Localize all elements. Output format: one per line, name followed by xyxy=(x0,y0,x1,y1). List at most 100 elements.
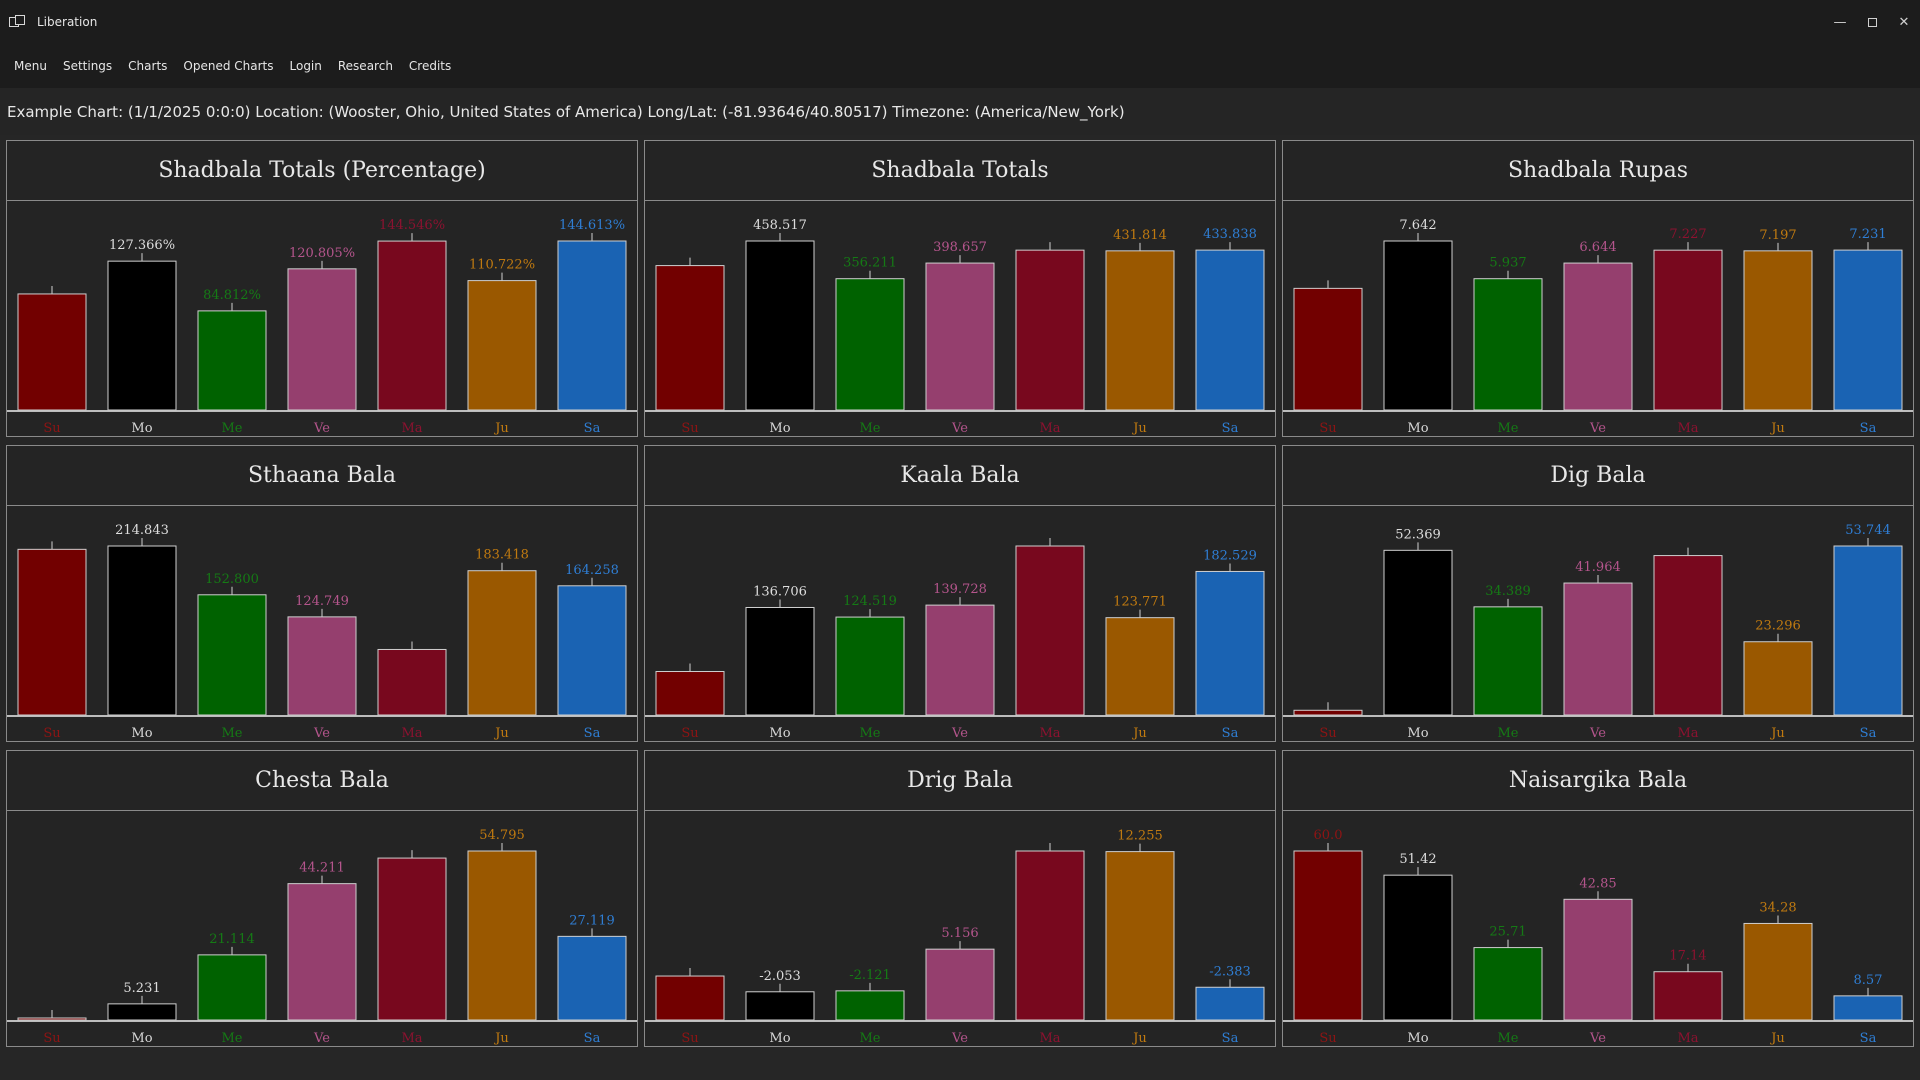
category-label-sa: Sa xyxy=(1860,726,1877,741)
baseline xyxy=(1283,410,1913,412)
bar-ma xyxy=(1015,850,1085,1021)
category-label-ve: Ve xyxy=(313,421,330,436)
data-label: 27.119 xyxy=(569,913,615,928)
data-label: 124.749 xyxy=(295,594,349,609)
data-label: 8.57 xyxy=(1854,973,1883,988)
category-label-sa: Sa xyxy=(1222,421,1239,436)
bar-ve xyxy=(1563,262,1633,411)
data-label: 52.369 xyxy=(1395,527,1441,542)
data-label: 6.644 xyxy=(1579,240,1616,255)
chart-panel-shadbala-totals: Shadbala Totals Su 458.517 Mo 356.211 Me 398.6… xyxy=(644,140,1276,437)
close-button[interactable]: ✕ xyxy=(1888,0,1920,44)
chart-title: Chesta Bala xyxy=(7,751,637,811)
bar-ma xyxy=(1653,249,1723,411)
bar-mo xyxy=(745,991,815,1021)
data-label: 84.812% xyxy=(203,288,261,303)
bar-mo xyxy=(745,606,815,716)
bar-ve xyxy=(1563,898,1633,1021)
category-label-me: Me xyxy=(221,726,242,741)
category-label-sa: Sa xyxy=(1860,1031,1877,1046)
chart-panel-sthaana-bala: Sthaana Bala Su 214.843 Mo 152.800 Me 124.749 V… xyxy=(6,445,638,742)
category-label-me: Me xyxy=(1497,1031,1518,1046)
bar-ma xyxy=(377,648,447,716)
category-label-ve: Ve xyxy=(313,1031,330,1046)
category-label-me: Me xyxy=(221,1031,242,1046)
data-label: 7.642 xyxy=(1399,218,1436,233)
baseline xyxy=(1283,715,1913,717)
bar-ve xyxy=(287,268,357,411)
category-label-su: Su xyxy=(43,1031,60,1046)
bar-ju xyxy=(467,280,537,411)
bar-me xyxy=(835,278,905,411)
data-label: 356.211 xyxy=(843,256,897,271)
category-label-ju: Ju xyxy=(1131,1031,1147,1046)
bar-su xyxy=(655,975,725,1021)
chart-title: Dig Bala xyxy=(1283,446,1913,506)
bar-ju xyxy=(467,850,537,1021)
category-label-su: Su xyxy=(1319,1031,1336,1046)
bar-chart: 60.0 Su 51.42 Mo 25.71 Me 42.85 Ve 17.14 Ma 34.28 J… xyxy=(1283,828,1913,1046)
chart-title: Drig Bala xyxy=(645,751,1275,811)
minimize-button[interactable]: — xyxy=(1824,0,1856,44)
category-label-mo: Mo xyxy=(1407,421,1428,436)
chart-title: Sthaana Bala xyxy=(7,446,637,506)
category-label-sa: Sa xyxy=(1860,421,1877,436)
data-label: -2.053 xyxy=(759,969,801,984)
category-label-mo: Mo xyxy=(1407,1031,1428,1046)
category-label-me: Me xyxy=(859,421,880,436)
category-label-ma: Ma xyxy=(1039,1031,1060,1046)
category-label-ju: Ju xyxy=(1769,1031,1785,1046)
category-label-mo: Mo xyxy=(131,1031,152,1046)
baseline xyxy=(645,410,1275,412)
menu-bar: Menu Settings Charts Opened Charts Login… xyxy=(0,44,1920,88)
bar-mo xyxy=(107,260,177,411)
baseline xyxy=(7,410,637,412)
data-label: 21.114 xyxy=(209,932,255,947)
bar-ve xyxy=(287,883,357,1021)
menu-item-menu[interactable]: Menu xyxy=(14,59,47,73)
data-label: 123.771 xyxy=(1113,595,1167,610)
bar-mo xyxy=(1383,240,1453,411)
category-label-su: Su xyxy=(43,726,60,741)
bar-su xyxy=(17,293,87,411)
category-label-ju: Ju xyxy=(1131,421,1147,436)
menu-item-settings[interactable]: Settings xyxy=(62,59,113,73)
bar-chart: Su 214.843 Mo 152.800 Me 124.749 Ve Ma 183.418 Ju… xyxy=(7,523,637,741)
menu-item-research[interactable]: Research xyxy=(337,59,393,73)
baseline xyxy=(645,1020,1275,1022)
data-label: 398.657 xyxy=(933,240,987,255)
category-label-ju: Ju xyxy=(493,726,509,741)
category-label-ve: Ve xyxy=(1589,726,1606,741)
category-label-ju: Ju xyxy=(1769,726,1785,741)
data-label: 7.197 xyxy=(1759,228,1796,243)
bar-chart: Su 458.517 Mo 356.211 Me 398.657 Ve Ma 431.814 Ju… xyxy=(645,218,1275,436)
category-label-me: Me xyxy=(1497,421,1518,436)
category-label-mo: Mo xyxy=(131,421,152,436)
data-label: 25.71 xyxy=(1489,925,1526,940)
menu-item-login[interactable]: Login xyxy=(289,59,322,73)
category-label-ve: Ve xyxy=(951,1031,968,1046)
bar-ve xyxy=(925,262,995,411)
menu-item-charts[interactable]: Charts xyxy=(128,59,168,73)
bar-mo xyxy=(745,240,815,411)
baseline xyxy=(7,715,637,717)
category-label-ve: Ve xyxy=(1589,1031,1606,1046)
data-label: 164.258 xyxy=(565,563,619,578)
data-label: 144.546% xyxy=(379,218,445,233)
maximize-button[interactable] xyxy=(1856,0,1888,44)
window-title: Liberation xyxy=(37,15,98,29)
data-label: 458.517 xyxy=(753,218,807,233)
title-bar: Liberation — ✕ xyxy=(0,0,1920,44)
menu-item-credits[interactable]: Credits xyxy=(408,59,452,73)
data-label: 42.85 xyxy=(1579,876,1616,891)
bar-sa xyxy=(1833,545,1903,716)
category-label-ve: Ve xyxy=(951,421,968,436)
category-label-ma: Ma xyxy=(1677,421,1698,436)
data-label: -2.383 xyxy=(1209,964,1251,979)
bar-su xyxy=(17,548,87,716)
data-label: 7.227 xyxy=(1669,227,1706,242)
category-label-ju: Ju xyxy=(493,421,509,436)
bar-me xyxy=(835,990,905,1021)
menu-item-opened-charts[interactable]: Opened Charts xyxy=(183,59,274,73)
bar-ve xyxy=(1563,582,1633,716)
